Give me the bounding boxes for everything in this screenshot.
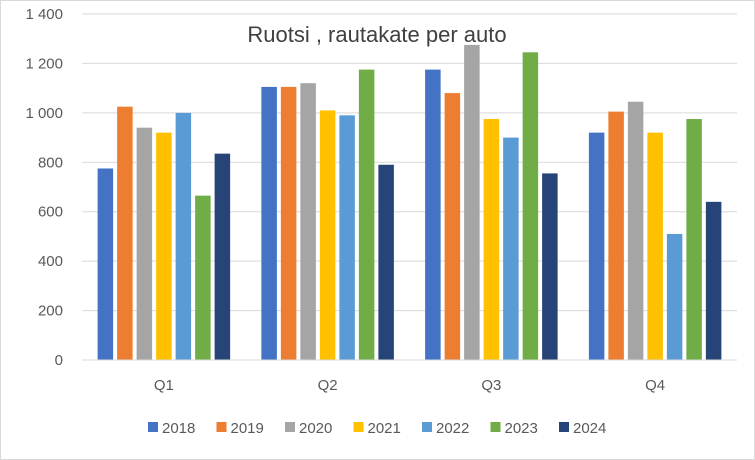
legend-item-2021: 2021: [353, 420, 401, 437]
legend-item-2022: 2022: [422, 420, 469, 437]
x-tick-label: Q3: [481, 377, 501, 394]
legend-swatch: [422, 422, 432, 432]
chart-title: Ruotsi , rautakate per auto: [247, 22, 506, 47]
bar-2019-Q1: [117, 106, 133, 360]
bar-2019-Q4: [608, 111, 624, 360]
bar-2018-Q2: [261, 86, 277, 361]
legend-swatch: [216, 422, 227, 432]
bar-2021-Q4: [647, 132, 663, 360]
legend-item-2023: 2023: [490, 420, 538, 437]
x-axis-tick-labels: Q1 Q2 Q3 Q4: [154, 377, 665, 394]
x-tick-label: Q2: [318, 377, 338, 394]
bar-2018-Q3: [425, 69, 441, 360]
legend-item-2019: 2019: [216, 420, 264, 437]
legend-swatch: [559, 422, 569, 432]
bar-2022-Q3: [503, 137, 519, 360]
legend-label: 2018: [162, 420, 195, 437]
y-tick-label: 400: [38, 253, 63, 270]
legend-item-2024: 2024: [559, 420, 606, 437]
bar-2022-Q1: [175, 112, 192, 360]
x-tick-label: Q4: [645, 377, 665, 394]
y-tick-label: 1 200: [25, 55, 63, 72]
legend-label: 2020: [299, 420, 332, 437]
y-tick-label: 0: [55, 352, 63, 369]
bar-2021-Q2: [319, 110, 336, 360]
bars: [97, 44, 722, 361]
bar-2022-Q4: [666, 233, 683, 360]
x-tick-label: Q1: [154, 377, 174, 394]
bar-2020-Q1: [136, 127, 153, 360]
legend-label: 2019: [231, 420, 264, 437]
bar-2024-Q3: [542, 173, 558, 360]
bar-2020-Q2: [300, 83, 316, 360]
bar-2023-Q4: [686, 119, 702, 361]
bar-2023-Q1: [195, 195, 211, 360]
bar-2021-Q3: [483, 119, 500, 361]
bar-2020-Q4: [627, 101, 644, 360]
legend-swatch: [353, 422, 364, 432]
y-axis-tick-labels: 0 200 400 600 800 1 000 1 200 1 400: [25, 6, 63, 369]
y-tick-label: 1 400: [25, 6, 63, 23]
legend-swatch: [490, 422, 501, 432]
bar-2024-Q1: [214, 153, 231, 360]
bar-2019-Q2: [280, 86, 297, 361]
legend-label: 2023: [505, 420, 538, 437]
bar-2023-Q2: [358, 69, 375, 360]
y-tick-label: 1 000: [25, 105, 63, 122]
gridlines: [82, 13, 737, 312]
legend-swatch: [148, 422, 158, 432]
legend-label: 2021: [368, 420, 401, 437]
bar-2020-Q3: [464, 44, 480, 361]
y-tick-label: 800: [38, 154, 63, 171]
legend-label: 2024: [573, 420, 606, 437]
legend-swatch: [285, 422, 295, 432]
legend: 2018 2019 2020 2021 2022 2023 2024: [148, 420, 606, 437]
bar-2022-Q2: [339, 115, 355, 360]
bar-2021-Q1: [156, 132, 172, 360]
y-tick-label: 200: [38, 303, 63, 320]
bar-2023-Q3: [522, 52, 539, 361]
y-tick-label: 600: [38, 204, 63, 221]
legend-label: 2022: [436, 420, 469, 437]
bar-2024-Q2: [378, 164, 394, 360]
legend-item-2018: 2018: [148, 420, 195, 437]
bar-2019-Q3: [444, 93, 461, 360]
legend-item-2020: 2020: [285, 420, 332, 437]
bar-2024-Q4: [705, 201, 722, 360]
bar-2018-Q1: [97, 168, 114, 360]
bar-2018-Q4: [588, 132, 605, 360]
